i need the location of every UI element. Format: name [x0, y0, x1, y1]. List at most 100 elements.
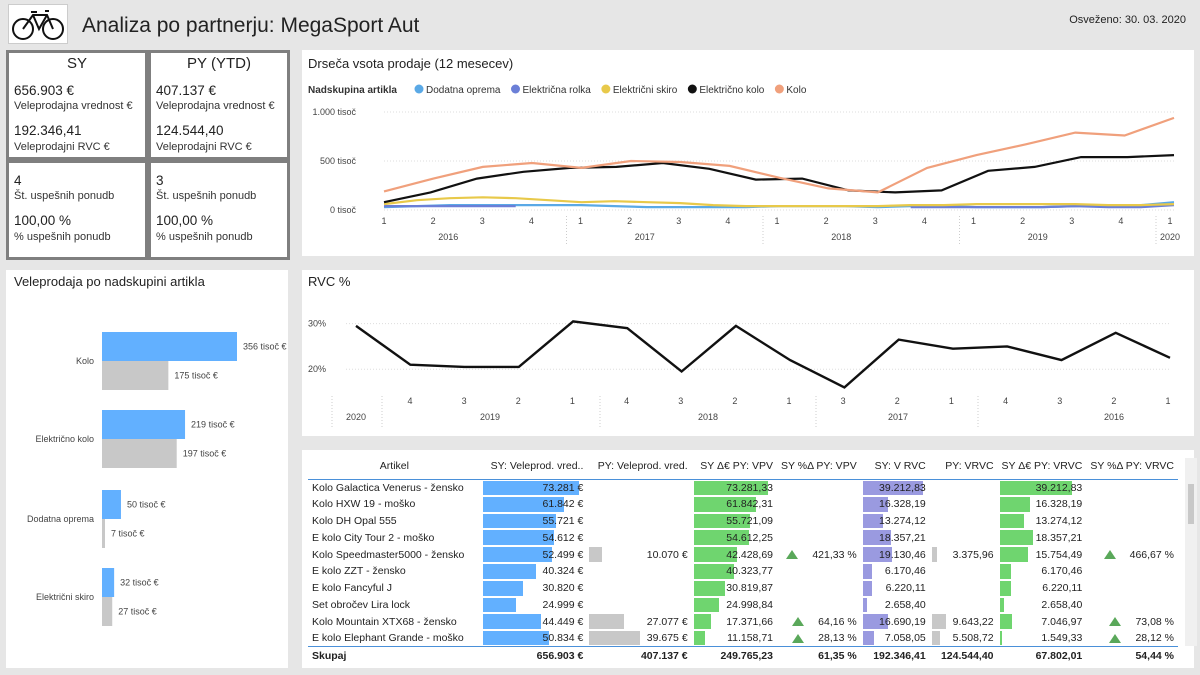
year-label: 2019 — [480, 412, 500, 422]
chart-title: RVC % — [308, 274, 351, 289]
table-row[interactable]: Kolo Galactica Venerus - žensko 73.281 € 7… — [308, 479, 1178, 496]
column-header[interactable]: SY Δ€ PY: VPV — [691, 453, 777, 480]
column-header[interactable]: Artikel — [308, 453, 481, 480]
table-cell: 6.170,46 — [998, 563, 1087, 580]
cell-value: 16.328,19 — [1035, 498, 1083, 511]
article-name: Kolo DH Opal 555 — [312, 514, 397, 527]
bar-py[interactable] — [102, 519, 105, 548]
data-bar — [693, 530, 749, 546]
table-row[interactable]: E kolo Fancyful J 30.820 € 30.819,87 6.220,… — [308, 580, 1178, 597]
data-bar — [999, 563, 1011, 579]
x-tick-label: 4 — [1118, 216, 1123, 226]
table-cell — [777, 580, 861, 597]
up-arrow-icon — [1109, 617, 1122, 627]
bar-sy[interactable] — [102, 490, 121, 519]
legend-item[interactable]: Dodatna oprema — [426, 85, 501, 96]
cell-value: 42.428,69 — [726, 548, 773, 561]
column-header[interactable]: SY: V RVC — [860, 453, 930, 480]
cell-value: 28,13 % — [818, 632, 857, 645]
bar-sy[interactable] — [102, 410, 186, 439]
cell-value: 54.612,25 — [726, 531, 773, 544]
table-row[interactable]: Set obročev Lira lock 24.999 € 24.998,84 2.… — [308, 597, 1178, 614]
data-bar — [482, 513, 556, 529]
legend-item[interactable]: Električno kolo — [699, 85, 764, 96]
column-header[interactable]: PY: Veleprod. vred. — [587, 453, 692, 480]
x-tick-label: 2 — [1111, 396, 1116, 406]
legend-marker — [601, 84, 611, 94]
kpi-value: 100,00 % — [14, 213, 72, 228]
table-row[interactable]: E kolo City Tour 2 - moško 54.612 € 54.612… — [308, 529, 1178, 546]
table-cell: 73,08 % — [1086, 613, 1178, 630]
table-cell: 64,16 % — [777, 613, 861, 630]
cell-value: 1.549,33 — [1041, 632, 1083, 645]
table-row[interactable]: E kolo ZZT - žensko 40.324 € 40.323,77 6.17… — [308, 563, 1178, 580]
cell-value: 10.070 € — [646, 548, 688, 561]
category-label: Kolo — [76, 356, 94, 366]
cell-value: 16.690,19 — [879, 615, 926, 628]
up-arrow-icon — [792, 634, 805, 644]
kpi-value: 100,00 % — [156, 213, 214, 228]
bar-sy[interactable] — [102, 332, 237, 361]
rvc-line-chart[interactable]: 30% 20% 4 3 2 1 4 3 2 1 3 2 1 4 3 2 1 2020 2019 2018 2017 201… — [302, 270, 1194, 436]
series-line-rvc[interactable] — [355, 320, 1171, 389]
legend-item[interactable]: Električni skiro — [613, 85, 678, 96]
category-bar-chart[interactable]: Kolo 356 tisoč € 175 tisoč € Električno kol… — [6, 270, 288, 668]
table-row[interactable]: Kolo HXW 19 - moško 61.842 € 61.842,31 16.3… — [308, 496, 1178, 513]
x-tick-label: 1 — [578, 216, 583, 226]
table-cell: 6.170,46 — [861, 563, 930, 580]
data-bar — [931, 631, 940, 646]
table-row[interactable]: Kolo Mountain XTX68 - žensko 44.449 € 27.0… — [308, 613, 1178, 630]
data-bar — [693, 580, 725, 596]
series-line-električna-rolka[interactable] — [384, 204, 1175, 209]
x-tick-label: 1 — [786, 396, 791, 406]
series-line-kolo[interactable] — [383, 116, 1175, 194]
total-value: 61,35 % — [777, 646, 861, 664]
table-cell: 40.324 € — [481, 563, 588, 580]
legend-item[interactable]: Električna rolka — [523, 85, 592, 96]
table-cell — [1086, 563, 1178, 580]
data-bar — [999, 496, 1030, 512]
table-cell — [1086, 529, 1178, 546]
category-label: Električni skiro — [36, 592, 94, 602]
table-cell: 2.658,40 — [861, 597, 930, 614]
data-bar — [862, 530, 891, 546]
column-header[interactable]: PY: VRVC — [929, 453, 998, 480]
bar-data-label: 197 tisoč € — [183, 449, 227, 459]
articles-table: Artikel SY: Veleprod. vred.. PY: Veleprod.… — [308, 453, 1178, 664]
bar-py[interactable] — [102, 361, 169, 390]
column-header[interactable]: SY %Δ PY: VRVC — [1086, 453, 1178, 480]
table-cell — [587, 496, 691, 513]
y-tick-label: 0 tisoč — [330, 205, 357, 215]
cell-value: 73,08 % — [1135, 615, 1174, 628]
table-cell: 18.357,21 — [861, 529, 930, 546]
bar-py[interactable] — [102, 439, 177, 468]
table-row[interactable]: E kolo Elephant Grande - moško 50.834 € 39… — [308, 630, 1178, 647]
bar-py[interactable] — [102, 597, 113, 626]
column-header[interactable]: SY %Δ PY: VPV — [777, 453, 861, 480]
table-cell: 54.612 € — [481, 529, 588, 546]
kpi-value: 656.903 € — [14, 83, 75, 98]
cell-value: 6.220,11 — [1042, 582, 1083, 595]
data-bar — [482, 597, 516, 613]
cell-value: 17.371,66 — [726, 615, 773, 628]
sales-line-chart[interactable]: Nadskupina artikla Dodatna oprema Električ… — [302, 50, 1194, 256]
bar-sy[interactable] — [102, 568, 115, 597]
table-cell — [587, 479, 691, 496]
column-header[interactable]: SY Δ€ PY: VRVC — [997, 453, 1087, 480]
column-header[interactable]: SY: Veleprod. vred.. — [480, 453, 588, 480]
cell-value: 466,67 % — [1129, 548, 1174, 561]
year-label: 2018 — [831, 232, 851, 242]
series-line-električni-skiro[interactable] — [383, 196, 1175, 208]
series-line-električno-kolo[interactable] — [383, 154, 1175, 204]
data-bar — [482, 563, 536, 579]
cell-value: 55.721,09 — [726, 514, 773, 527]
scrollbar-thumb[interactable] — [1188, 484, 1194, 524]
legend-item[interactable]: Kolo — [786, 85, 806, 96]
table-scrollbar[interactable] — [1185, 458, 1197, 646]
cell-value: 15.754,49 — [1035, 548, 1083, 561]
table-row[interactable]: Kolo DH Opal 555 55.721 € 55.721,09 13.274,… — [308, 513, 1178, 530]
article-name: E kolo Fancyful J — [312, 582, 392, 595]
article-name: Set obročev Lira lock — [312, 598, 411, 611]
table-row[interactable]: Kolo Speedmaster5000 - žensko 52.499 € 10.… — [308, 546, 1178, 563]
data-bar — [931, 614, 946, 630]
